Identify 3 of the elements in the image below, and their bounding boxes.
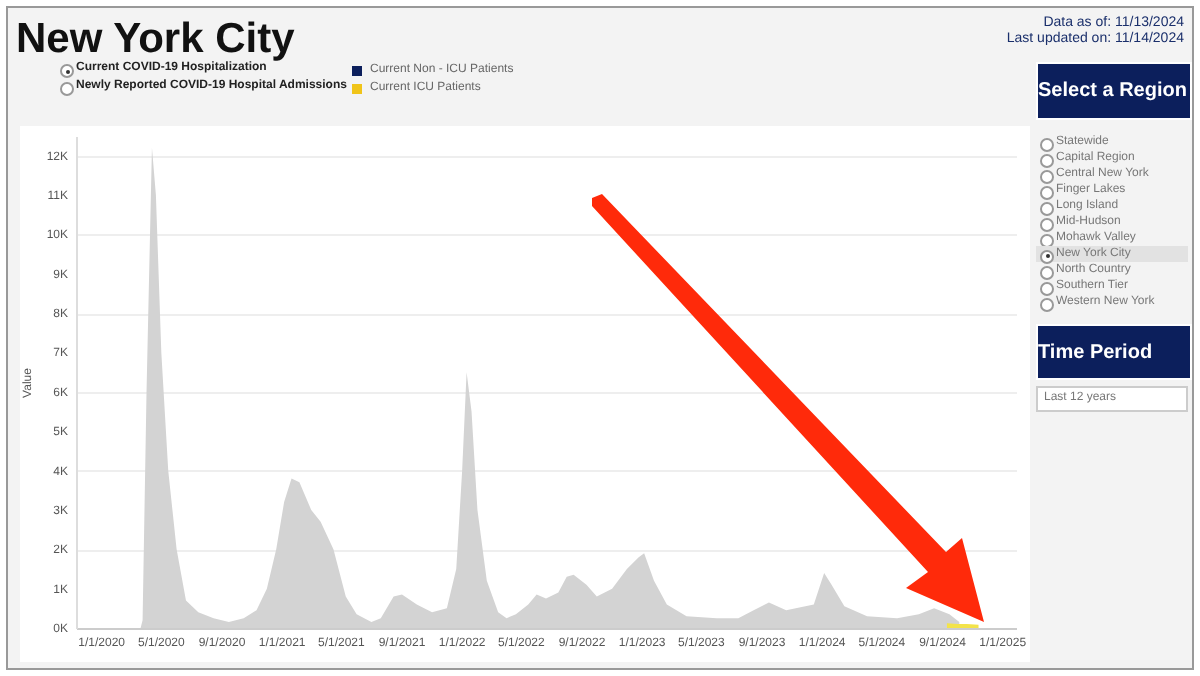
- text: Time Period: [1036, 324, 1192, 380]
- chart-title: New York City: [16, 16, 295, 62]
- text: Select a Region: [1036, 62, 1192, 120]
